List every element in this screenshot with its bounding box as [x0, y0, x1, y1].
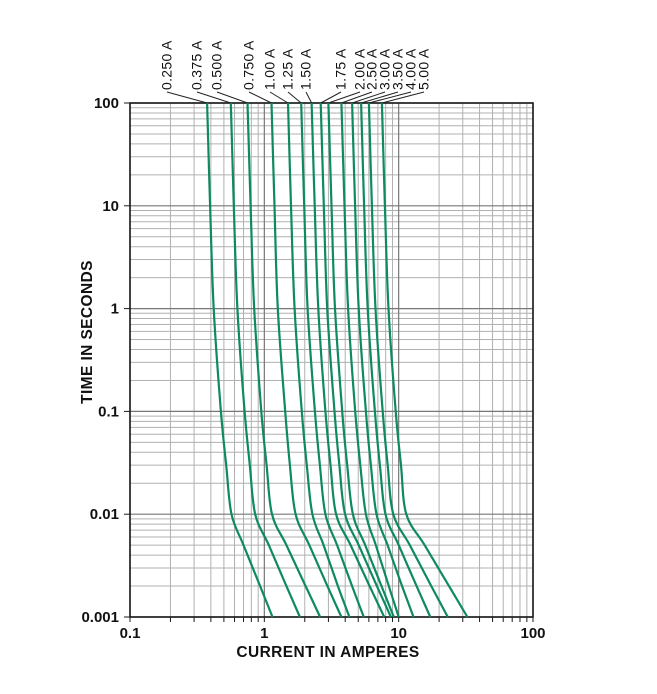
x-axis-title: CURRENT IN AMPERES — [236, 644, 419, 661]
leader-line — [341, 91, 373, 104]
y-axis-title: TIME IN SECONDS — [79, 260, 96, 404]
curve-5.00A — [380, 102, 469, 618]
curve-label: 0.750 A — [241, 40, 257, 90]
curve-4.00A — [367, 102, 449, 618]
x-tick-label: 10 — [390, 625, 407, 642]
curve-1.25A — [300, 102, 365, 618]
y-tick-label: 10 — [102, 198, 119, 215]
y-tick-label: 100 — [94, 95, 119, 112]
x-tick-label: 1 — [260, 625, 268, 642]
y-tick-label: 0.001 — [81, 609, 119, 626]
leader-line — [287, 91, 302, 104]
curve-label: 0.375 A — [189, 40, 205, 90]
curve-label: 5.00 A — [416, 48, 432, 90]
curve-label: 1.50 A — [298, 48, 314, 90]
leader-line — [305, 91, 313, 104]
leader-line — [216, 91, 248, 104]
curve-label: 0.250 A — [159, 40, 175, 90]
leader-line — [196, 91, 231, 104]
curve-label: 2.00 A — [352, 48, 368, 90]
plot-frame — [129, 102, 534, 618]
curve-label: 1.75 A — [333, 48, 349, 90]
curve-label: 0.500 A — [209, 40, 225, 90]
curve-2.50A — [340, 102, 400, 618]
y-tick-label: 1 — [111, 301, 119, 318]
leader-line — [381, 91, 425, 104]
curve-label: 1.25 A — [280, 48, 296, 90]
leader-line — [328, 91, 361, 104]
curve-label: 2.50 A — [364, 48, 380, 90]
curve-label: 4.00 A — [403, 48, 419, 90]
x-tick-label: 100 — [520, 625, 545, 642]
curve-0.375A — [229, 102, 301, 618]
curve-3.50A — [360, 102, 432, 618]
curve-2.00A — [327, 102, 395, 618]
leader-line — [351, 91, 386, 104]
curve-1.50A — [310, 102, 386, 618]
curve-label: 3.50 A — [390, 48, 406, 90]
curve-0.500A — [246, 102, 322, 618]
curve-0.750A — [270, 102, 343, 618]
leader-line — [248, 91, 272, 104]
curve-label: 3.00 A — [377, 48, 393, 90]
leader-line — [269, 91, 289, 104]
leader-line — [368, 91, 412, 104]
leader-line — [360, 91, 399, 104]
y-tick-label: 0.1 — [98, 403, 119, 420]
curve-label: 1.00 A — [262, 48, 278, 90]
curve-1.75A — [319, 102, 392, 618]
leader-line — [320, 91, 342, 104]
leader-line — [166, 91, 208, 104]
curve-1.00A — [286, 102, 351, 618]
curve-0.250A — [206, 102, 274, 618]
y-tick-label: 0.01 — [90, 506, 119, 523]
x-tick-label: 0.1 — [120, 625, 141, 642]
curve-3.00A — [351, 102, 415, 618]
